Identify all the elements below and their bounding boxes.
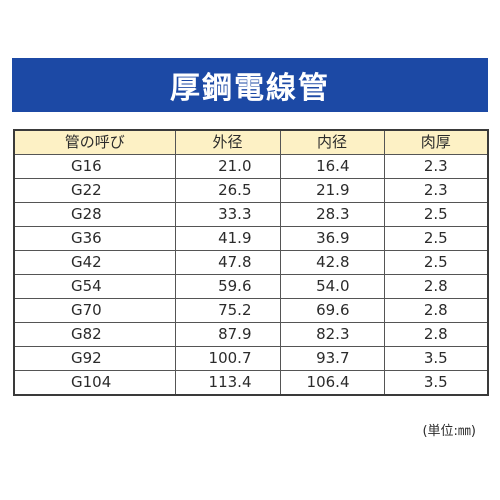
- cell-outer-diameter: 59.6: [174, 274, 281, 299]
- table-row: G28 33.3 28.3 2.5: [13, 202, 489, 227]
- header-inner-diameter: 内径: [279, 129, 385, 155]
- cell-outer-diameter: 41.9: [174, 226, 281, 251]
- cell-inner-diameter: 28.3: [279, 202, 385, 227]
- cell-outer-diameter: 21.0: [174, 154, 281, 179]
- conduit-spec-table: 管の呼び 外径 内径 肉厚 G16 21.0 16.4 2.3 G22 26.5 21.9 2…: [13, 129, 489, 396]
- cell-inner-diameter: 42.8: [279, 250, 385, 275]
- cell-inner-diameter: 69.6: [279, 298, 385, 323]
- cell-outer-diameter: 87.9: [174, 322, 281, 347]
- page-title: 厚鋼電線管: [170, 71, 330, 106]
- cell-wall-thickness: 2.3: [383, 154, 489, 179]
- cell-outer-diameter: 33.3: [174, 202, 281, 227]
- cell-wall-thickness: 2.8: [383, 274, 489, 299]
- cell-inner-diameter: 106.4: [279, 370, 385, 396]
- cell-wall-thickness: 2.3: [383, 178, 489, 203]
- cell-inner-diameter: 21.9: [279, 178, 385, 203]
- cell-size-name: G42: [13, 250, 176, 275]
- table-row: G70 75.2 69.6 2.8: [13, 298, 489, 323]
- cell-size-name: G104: [13, 370, 176, 396]
- table-row: G16 21.0 16.4 2.3: [13, 154, 489, 179]
- cell-size-name: G28: [13, 202, 176, 227]
- table-row: G42 47.8 42.8 2.5: [13, 250, 489, 275]
- table-row: G92 100.7 93.7 3.5: [13, 346, 489, 371]
- header-wall-thickness: 肉厚: [383, 129, 489, 155]
- cell-size-name: G82: [13, 322, 176, 347]
- table-row: G36 41.9 36.9 2.5: [13, 226, 489, 251]
- cell-inner-diameter: 16.4: [279, 154, 385, 179]
- table-row: G104 113.4 106.4 3.5: [13, 370, 489, 396]
- table-header-row: 管の呼び 外径 内径 肉厚: [13, 129, 489, 155]
- cell-size-name: G16: [13, 154, 176, 179]
- cell-inner-diameter: 36.9: [279, 226, 385, 251]
- cell-inner-diameter: 54.0: [279, 274, 385, 299]
- cell-outer-diameter: 47.8: [174, 250, 281, 275]
- title-banner: 厚鋼電線管: [12, 58, 488, 112]
- cell-size-name: G70: [13, 298, 176, 323]
- cell-size-name: G54: [13, 274, 176, 299]
- cell-size-name: G92: [13, 346, 176, 371]
- cell-wall-thickness: 2.8: [383, 298, 489, 323]
- header-outer-diameter: 外径: [174, 129, 281, 155]
- cell-outer-diameter: 113.4: [174, 370, 281, 396]
- cell-size-name: G36: [13, 226, 176, 251]
- cell-outer-diameter: 75.2: [174, 298, 281, 323]
- cell-outer-diameter: 100.7: [174, 346, 281, 371]
- cell-wall-thickness: 2.5: [383, 250, 489, 275]
- table-row: G54 59.6 54.0 2.8: [13, 274, 489, 299]
- cell-wall-thickness: 2.8: [383, 322, 489, 347]
- cell-outer-diameter: 26.5: [174, 178, 281, 203]
- header-size-name: 管の呼び: [13, 129, 176, 155]
- cell-wall-thickness: 2.5: [383, 226, 489, 251]
- cell-inner-diameter: 82.3: [279, 322, 385, 347]
- cell-size-name: G22: [13, 178, 176, 203]
- cell-inner-diameter: 93.7: [279, 346, 385, 371]
- table-row: G82 87.9 82.3 2.8: [13, 322, 489, 347]
- cell-wall-thickness: 3.5: [383, 346, 489, 371]
- cell-wall-thickness: 2.5: [383, 202, 489, 227]
- unit-note: (単位:㎜): [422, 424, 476, 439]
- table-row: G22 26.5 21.9 2.3: [13, 178, 489, 203]
- cell-wall-thickness: 3.5: [383, 370, 489, 396]
